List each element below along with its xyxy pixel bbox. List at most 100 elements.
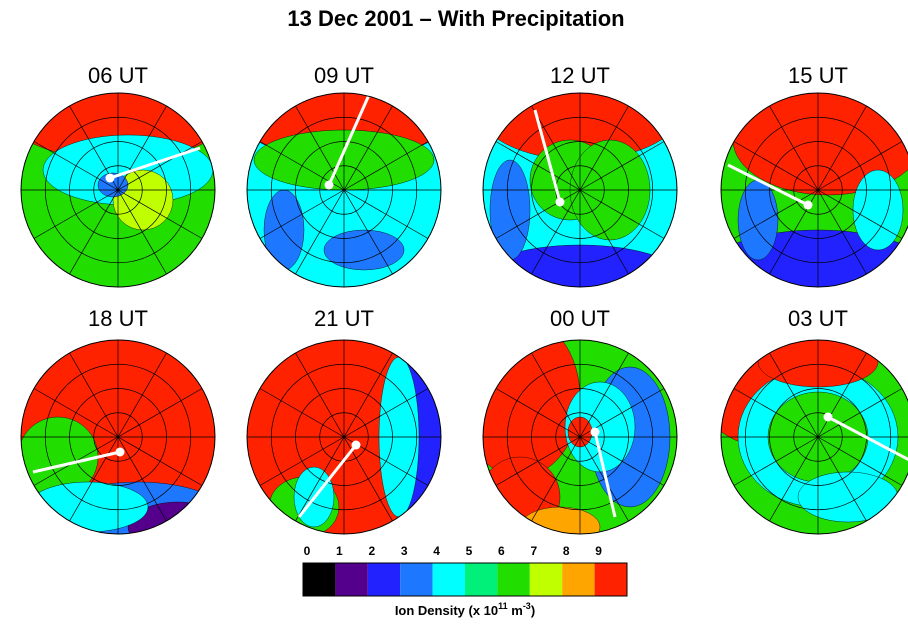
polar-map xyxy=(721,93,908,287)
colorbar-box xyxy=(367,563,401,596)
polar-map xyxy=(21,93,215,287)
contour-region xyxy=(737,179,779,261)
station-dot xyxy=(823,412,833,422)
meridian xyxy=(33,141,119,191)
panel-border xyxy=(246,92,442,288)
colorbar-border xyxy=(302,562,628,597)
meridian xyxy=(531,352,581,438)
meridian xyxy=(117,388,203,438)
colorbar-tick-label: 6 xyxy=(498,544,505,558)
sun-line xyxy=(593,431,617,518)
colorbar-box xyxy=(465,563,498,596)
meridian xyxy=(579,189,629,275)
meridian xyxy=(259,189,345,239)
contour-region xyxy=(263,189,305,271)
colorbar-box xyxy=(562,563,595,596)
meridian xyxy=(69,352,119,438)
meridian xyxy=(579,189,665,239)
meridian xyxy=(33,189,119,239)
meridian xyxy=(579,141,665,191)
meridian xyxy=(579,436,665,486)
panel-label: 15 UT xyxy=(788,63,848,88)
polar-map xyxy=(247,93,441,287)
meridian xyxy=(531,105,581,191)
meridian xyxy=(295,352,345,438)
meridian xyxy=(295,436,345,522)
station-dot xyxy=(324,180,334,190)
meridian xyxy=(733,388,819,438)
meridian xyxy=(817,388,903,438)
meridian xyxy=(295,105,345,191)
sun-line xyxy=(727,163,809,207)
meridian xyxy=(733,141,819,191)
meridian xyxy=(117,189,167,275)
meridian xyxy=(579,105,629,191)
station-dot xyxy=(115,447,125,457)
label-part: Ion Density (x 10 xyxy=(395,603,498,618)
colorbar-tick-label: 3 xyxy=(401,544,408,558)
panel-label: 21 UT xyxy=(314,306,374,331)
meridian xyxy=(817,141,903,191)
colorbar-tick-label: 8 xyxy=(563,544,570,558)
polar-map xyxy=(483,340,677,534)
meridian xyxy=(117,352,167,438)
meridian xyxy=(817,105,867,191)
meridian xyxy=(733,436,819,486)
meridian xyxy=(817,352,867,438)
contour-region xyxy=(97,172,129,198)
panel-border xyxy=(20,339,216,535)
colorbar-tick-label: 4 xyxy=(433,544,440,558)
meridian xyxy=(117,105,167,191)
meridian xyxy=(117,436,167,522)
meridian xyxy=(579,352,629,438)
panel-border xyxy=(720,92,908,288)
meridian xyxy=(343,105,393,191)
meridian xyxy=(495,141,581,191)
panel-label: 06 UT xyxy=(88,63,148,88)
sun-line xyxy=(297,444,358,518)
panel-border xyxy=(482,339,678,535)
station-dot xyxy=(803,200,813,210)
colorbar-tick-label: 0 xyxy=(304,544,311,558)
label-part: ) xyxy=(531,603,535,618)
colorbar-tick-label: 9 xyxy=(595,544,602,558)
colorbar-label: Ion Density (x 1011 m-3) xyxy=(395,601,535,618)
sun-line xyxy=(327,94,371,186)
meridian xyxy=(343,189,429,239)
contour-region xyxy=(852,169,904,251)
meridian xyxy=(817,189,903,239)
meridian xyxy=(769,436,819,522)
colorbar-box xyxy=(497,563,530,596)
colorbar-box xyxy=(432,563,465,596)
panel-border xyxy=(720,339,908,535)
meridian xyxy=(69,436,119,522)
colorbar-box xyxy=(594,563,627,596)
contour-region xyxy=(797,471,899,523)
contour-region xyxy=(519,506,601,534)
meridian xyxy=(495,189,581,239)
panel-label: 18 UT xyxy=(88,306,148,331)
colorbar-tick-label: 1 xyxy=(336,544,343,558)
panel-border xyxy=(246,339,442,535)
meridian xyxy=(733,189,819,239)
sun-line xyxy=(109,146,201,180)
meridian xyxy=(579,436,629,522)
meridian xyxy=(295,189,345,275)
meridian xyxy=(495,388,581,438)
meridian xyxy=(495,436,581,486)
meridian xyxy=(343,189,393,275)
colorbar-tick-label: 2 xyxy=(368,544,375,558)
polar-map xyxy=(21,340,215,534)
meridian xyxy=(117,436,203,486)
meridian xyxy=(117,189,203,239)
station-dot xyxy=(105,173,115,183)
sun-line xyxy=(533,109,562,203)
sun-line xyxy=(32,450,121,474)
station-dot xyxy=(555,197,565,207)
station-dot xyxy=(351,440,361,450)
panel-label: 12 UT xyxy=(550,63,610,88)
panel-border xyxy=(20,92,216,288)
meridian xyxy=(769,105,819,191)
panel-label: 00 UT xyxy=(550,306,610,331)
meridian xyxy=(33,388,119,438)
